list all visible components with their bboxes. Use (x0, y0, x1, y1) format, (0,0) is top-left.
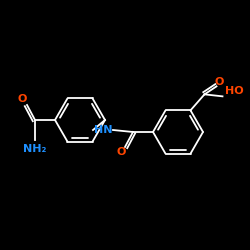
Text: O: O (17, 94, 27, 104)
Text: NH₂: NH₂ (23, 144, 47, 154)
Text: HO: HO (225, 86, 244, 96)
Text: O: O (116, 147, 126, 157)
Text: HN: HN (94, 125, 112, 135)
Text: O: O (215, 77, 224, 87)
